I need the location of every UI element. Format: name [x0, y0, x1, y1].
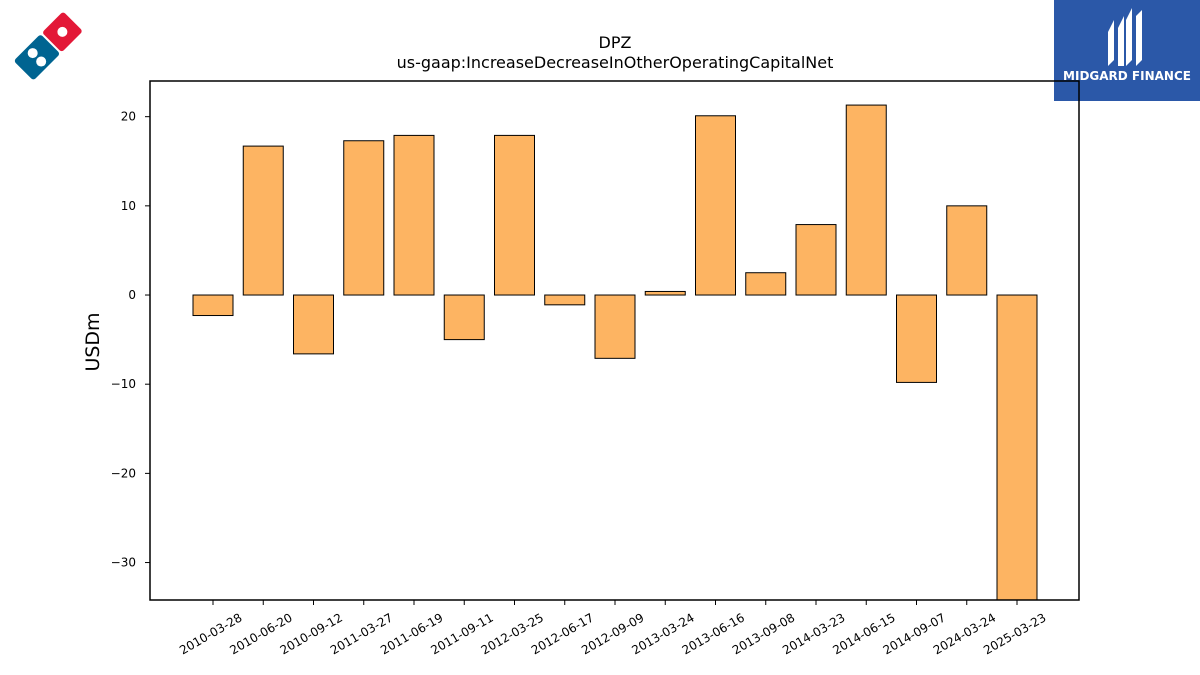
bar-2010-06-20 — [242, 145, 284, 296]
dominos-logo-icon — [4, 6, 84, 86]
bar-2010-03-28 — [192, 294, 234, 317]
bar-2013-03-24 — [644, 290, 686, 296]
bar-2010-09-12 — [293, 294, 334, 355]
y-tick-label: −10 — [111, 377, 136, 391]
bar-2011-03-27 — [343, 140, 385, 296]
chart-subtitle: us-gaap:IncreaseDecreaseInOtherOperating… — [397, 53, 834, 72]
bar-2011-06-19 — [393, 134, 435, 296]
plot-frame — [149, 80, 1080, 601]
bar-2012-09-09 — [594, 294, 636, 359]
bar-2025-03-23 — [996, 294, 1038, 601]
bar-2014-09-07 — [896, 294, 937, 383]
y-tick-label: 20 — [121, 110, 136, 124]
bar-2013-06-16 — [695, 115, 736, 296]
y-ticks-group: 20 10 0 −10 −20 −30 — [111, 110, 150, 570]
bar-2014-03-23 — [795, 224, 837, 296]
bar-2011-09-11 — [443, 294, 485, 341]
chart-title: DPZ — [599, 33, 632, 52]
bar-2012-03-25 — [494, 134, 535, 296]
midgard-finance-label: MIDGARD FINANCE — [1063, 69, 1191, 83]
y-tick-label: −30 — [111, 556, 136, 570]
y-tick-label: −20 — [111, 466, 136, 480]
bar-2024-03-24 — [946, 205, 988, 296]
bars-group — [192, 104, 1038, 601]
y-tick-label: 0 — [128, 288, 136, 302]
y-tick-label: 10 — [121, 199, 136, 213]
y-axis-label: USDm — [82, 312, 104, 371]
bar-2013-09-08 — [745, 272, 787, 296]
bar-2014-06-15 — [845, 104, 887, 296]
bar-2012-06-17 — [544, 294, 586, 306]
x-ticks-group: 2010-03-282010-06-202010-09-122011-03-27… — [177, 600, 1049, 657]
